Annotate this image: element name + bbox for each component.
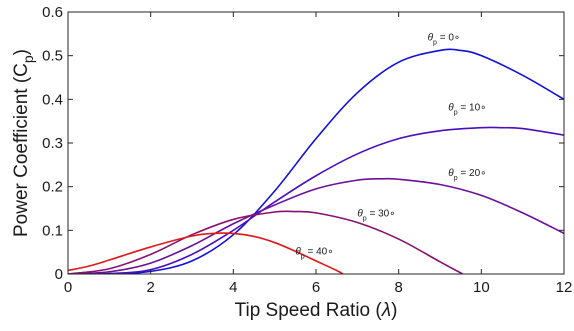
x-tick-label: 0 [64,279,72,296]
curve-label-3: θp = 30∘ [357,208,395,222]
x-axis-title-main: Tip Speed Ratio ( [235,300,383,321]
curve-label-0: θp = 0∘ [428,32,461,46]
series-line-1 [68,126,564,274]
y-axis-title-main: Power Coefficient (C [11,63,32,237]
plot-area [68,12,564,274]
curve-label-1: θp = 10∘ [448,102,486,116]
curve-label-4: θp = 40∘ [295,246,333,260]
x-axis-ticks: 0 2 4 6 8 10 12 [64,12,573,296]
series-line-3 [68,210,464,274]
y-tick-label: 0.4 [42,91,63,108]
series-line-0 [68,48,564,274]
y-tick-label: 0.1 [42,222,63,239]
x-tick-label: 10 [473,279,490,296]
x-axis-title-close: ) [391,300,397,321]
x-axis-title-symbol: λ [381,300,391,321]
series-line-4 [68,232,344,274]
x-tick-label: 6 [312,279,320,296]
x-tick-label: 2 [146,279,154,296]
x-tick-label: 8 [394,279,402,296]
y-tick-label: 0.2 [42,179,63,196]
curve-labels-layer: θp = 0∘ θp = 10∘ θp = 20∘ θp = 30∘ θp = 40∘ [295,32,486,260]
curves-layer [68,48,564,274]
y-tick-label: 0.3 [42,135,63,152]
y-axis-title-sub: p [20,55,36,63]
x-axis-title: Tip Speed Ratio (λ) [235,300,398,321]
y-tick-label: 0.6 [42,4,63,21]
y-tick-label: 0.5 [42,48,63,65]
series-line-2 [68,177,564,274]
x-tick-label: 12 [556,279,573,296]
y-axis-title: Power Coefficient (Cp) [11,49,36,237]
y-axis-ticks: 0 0.1 0.2 0.3 0.4 0.5 0.6 [42,4,564,283]
y-tick-label: 0 [55,266,63,283]
x-tick-label: 4 [229,279,237,296]
curve-label-2: θp = 20∘ [448,168,486,182]
y-axis-title-close: ) [11,49,32,55]
